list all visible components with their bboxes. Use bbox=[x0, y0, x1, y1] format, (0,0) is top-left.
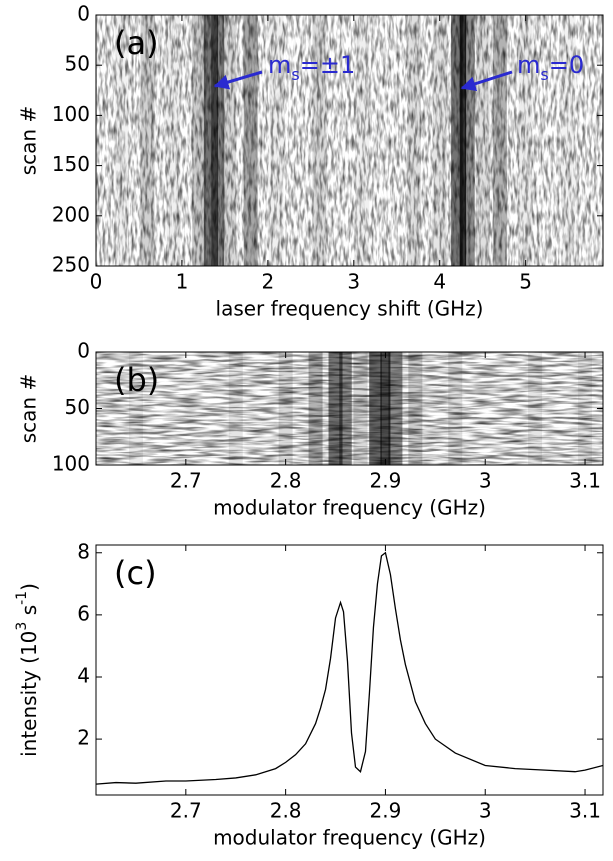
column-intensity bbox=[459, 15, 467, 266]
column-intensity bbox=[312, 15, 327, 266]
column-intensity bbox=[166, 15, 181, 266]
column-intensity bbox=[353, 352, 368, 465]
annotation: ms=±1 bbox=[268, 51, 355, 84]
column-intensity bbox=[339, 352, 352, 465]
annotation-part: s bbox=[540, 65, 548, 84]
x-tick-label: 1 bbox=[176, 270, 189, 294]
annotation-part: m bbox=[268, 51, 291, 79]
column-intensity bbox=[328, 352, 343, 465]
x-tick-label: 2.9 bbox=[370, 469, 402, 493]
panel-label: (c) bbox=[114, 554, 157, 592]
x-tick-label: 0 bbox=[90, 270, 103, 294]
annotation: ms=0 bbox=[517, 51, 584, 84]
y-axis-label: intensity (103 s-1) bbox=[14, 583, 41, 757]
y-axis-label-part: ) bbox=[17, 583, 41, 591]
column-intensity bbox=[561, 15, 576, 266]
annotation-part: s bbox=[291, 65, 299, 84]
column-intensity bbox=[448, 352, 463, 465]
annotation-part: =±1 bbox=[300, 51, 356, 79]
y-tick-label: 2 bbox=[77, 726, 90, 750]
x-tick-label: 2.7 bbox=[170, 469, 202, 493]
annotation-arrow bbox=[213, 70, 263, 90]
plot-area bbox=[96, 15, 603, 266]
column-intensity bbox=[432, 15, 447, 266]
column-intensity bbox=[269, 15, 284, 266]
y-tick-label: 50 bbox=[65, 395, 90, 419]
column-intensity bbox=[369, 352, 382, 465]
noise-texture bbox=[96, 352, 603, 465]
x-tick-label: 2.7 bbox=[170, 799, 202, 823]
column-intensity bbox=[388, 352, 403, 465]
y-tick-label: 100 bbox=[52, 102, 90, 126]
y-tick-label: 0 bbox=[77, 2, 90, 26]
x-tick-label: 3.1 bbox=[569, 799, 601, 823]
x-tick-label: 3 bbox=[347, 270, 360, 294]
column-intensity bbox=[140, 15, 155, 266]
noise-texture bbox=[96, 15, 603, 266]
y-tick-label: 6 bbox=[77, 601, 90, 625]
x-axis-label: modulator frequency (GHz) bbox=[213, 826, 486, 850]
column-intensity bbox=[355, 15, 370, 266]
y-tick-label: 8 bbox=[77, 539, 90, 563]
column-intensity bbox=[216, 15, 225, 266]
x-tick-label: 3 bbox=[479, 799, 492, 823]
x-axis-label: modulator frequency (GHz) bbox=[213, 496, 486, 520]
y-axis-label-part: s bbox=[17, 605, 41, 622]
column-intensity bbox=[380, 352, 391, 465]
column-intensity bbox=[464, 15, 475, 266]
column-intensity bbox=[528, 352, 543, 465]
data-line bbox=[96, 551, 603, 785]
plot-area bbox=[96, 551, 603, 785]
axes-box bbox=[95, 14, 604, 267]
axes-box bbox=[95, 544, 604, 796]
column-intensity bbox=[475, 15, 490, 266]
y-tick-label: 100 bbox=[52, 452, 90, 476]
panel-label: (a) bbox=[114, 24, 159, 62]
column-intensity bbox=[203, 15, 212, 266]
column-intensity bbox=[192, 15, 207, 266]
column-intensity bbox=[243, 15, 258, 266]
column-intensity bbox=[222, 15, 237, 266]
y-tick-label: 50 bbox=[65, 52, 90, 76]
x-tick-label: 3 bbox=[479, 469, 492, 493]
annotation-part: m bbox=[517, 51, 540, 79]
annotation-arrow bbox=[460, 70, 513, 92]
plot-area bbox=[96, 352, 603, 465]
column-intensity bbox=[518, 15, 533, 266]
annotation-part: =0 bbox=[549, 51, 584, 79]
y-axis-label-part: -1 bbox=[14, 591, 30, 605]
x-tick-label: 2.8 bbox=[270, 799, 302, 823]
x-tick-label: 3.1 bbox=[569, 469, 601, 493]
y-axis-label-part: 3 bbox=[14, 622, 30, 631]
y-tick-label: 0 bbox=[77, 339, 90, 363]
column-intensity bbox=[406, 15, 421, 266]
column-intensity bbox=[228, 352, 243, 465]
column-intensity bbox=[278, 352, 293, 465]
panel-label: (b) bbox=[114, 361, 159, 399]
column-intensity bbox=[492, 15, 507, 266]
column-intensity bbox=[578, 352, 593, 465]
x-tick-label: 2.8 bbox=[270, 469, 302, 493]
y-tick-label: 200 bbox=[52, 202, 90, 226]
column-intensity bbox=[451, 15, 463, 266]
x-tick-label: 2.9 bbox=[370, 799, 402, 823]
x-tick-label: 5 bbox=[519, 270, 532, 294]
y-tick-label: 250 bbox=[52, 253, 90, 277]
y-axis-label-part: intensity (10 bbox=[17, 631, 41, 757]
column-intensity bbox=[408, 352, 423, 465]
y-tick-label: 4 bbox=[77, 663, 90, 687]
column-intensity bbox=[128, 352, 143, 465]
x-tick-label: 2 bbox=[261, 270, 274, 294]
column-intensity bbox=[211, 15, 218, 266]
x-axis-label: laser frequency shift (GHz) bbox=[216, 297, 484, 321]
column-intensity bbox=[114, 15, 129, 266]
y-axis-label: scan # bbox=[17, 374, 41, 443]
x-tick-label: 4 bbox=[433, 270, 446, 294]
y-axis-label: scan # bbox=[17, 106, 41, 175]
y-tick-label: 150 bbox=[52, 152, 90, 176]
column-intensity bbox=[308, 352, 323, 465]
